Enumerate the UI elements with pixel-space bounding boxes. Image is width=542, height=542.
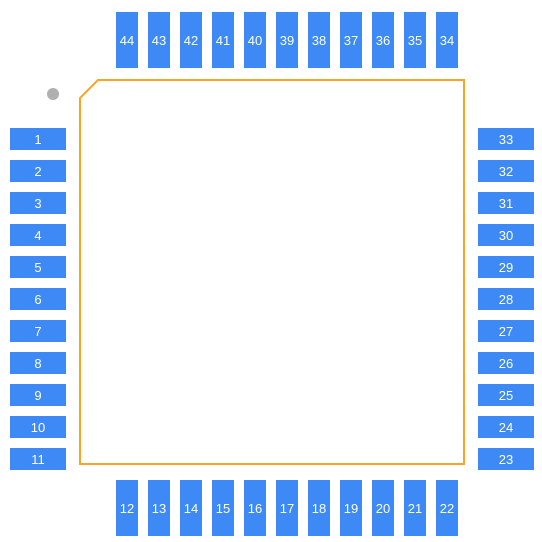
pin-8: 8 xyxy=(10,352,66,374)
pin-32: 32 xyxy=(478,160,534,182)
pin-22: 22 xyxy=(436,480,458,536)
pin-21: 21 xyxy=(404,480,426,536)
pin-20: 20 xyxy=(372,480,394,536)
pin-1: 1 xyxy=(10,128,66,150)
pin-44: 44 xyxy=(116,12,138,68)
pin-30: 30 xyxy=(478,224,534,246)
pin-5: 5 xyxy=(10,256,66,278)
pin-25: 25 xyxy=(478,384,534,406)
pin-43: 43 xyxy=(148,12,170,68)
pin-31: 31 xyxy=(478,192,534,214)
pin-11: 11 xyxy=(10,448,66,470)
pin-37: 37 xyxy=(340,12,362,68)
pin-24: 24 xyxy=(478,416,534,438)
chip-outline xyxy=(0,0,542,542)
pin-29: 29 xyxy=(478,256,534,278)
pin-42: 42 xyxy=(180,12,202,68)
pin-6: 6 xyxy=(10,288,66,310)
pin-40: 40 xyxy=(244,12,266,68)
pin-27: 27 xyxy=(478,320,534,342)
pin-35: 35 xyxy=(404,12,426,68)
pin-7: 7 xyxy=(10,320,66,342)
pin-12: 12 xyxy=(116,480,138,536)
pin-2: 2 xyxy=(10,160,66,182)
pin-26: 26 xyxy=(478,352,534,374)
pin-18: 18 xyxy=(308,480,330,536)
pin-13: 13 xyxy=(148,480,170,536)
pin-36: 36 xyxy=(372,12,394,68)
pin-4: 4 xyxy=(10,224,66,246)
pin-39: 39 xyxy=(276,12,298,68)
pin-28: 28 xyxy=(478,288,534,310)
pin-17: 17 xyxy=(276,480,298,536)
pin-16: 16 xyxy=(244,480,266,536)
pin-19: 19 xyxy=(340,480,362,536)
pin-14: 14 xyxy=(180,480,202,536)
pin-9: 9 xyxy=(10,384,66,406)
pin-3: 3 xyxy=(10,192,66,214)
pin-34: 34 xyxy=(436,12,458,68)
pin-10: 10 xyxy=(10,416,66,438)
pin-33: 33 xyxy=(478,128,534,150)
pin-38: 38 xyxy=(308,12,330,68)
pin-23: 23 xyxy=(478,448,534,470)
pin-41: 41 xyxy=(212,12,234,68)
pin-15: 15 xyxy=(212,480,234,536)
